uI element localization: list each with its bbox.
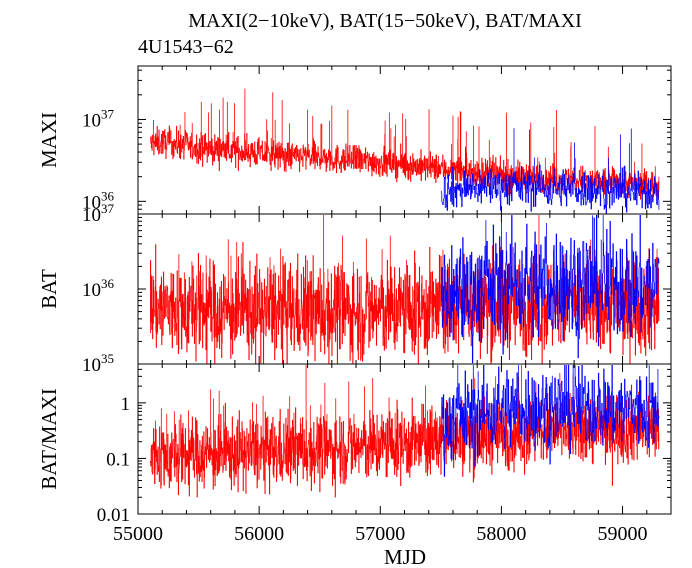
series-blue-bat bbox=[440, 215, 660, 364]
plot-layer: 10361037MAXI103510361037BAT0.010.11BAT/M… bbox=[37, 65, 672, 568]
y-tick-label: 1036 bbox=[82, 276, 115, 301]
y-axis-label: BAT bbox=[37, 269, 61, 309]
chart-subtitle: 4U1543−62 bbox=[138, 36, 234, 58]
y-axis-label: MAXI bbox=[37, 112, 61, 168]
y-tick-label: 1037 bbox=[82, 106, 115, 131]
series-blue-maxi bbox=[440, 128, 660, 214]
panel-maxi: 1036 1037 MAXI bbox=[37, 65, 672, 215]
y-tick-label: 1035 bbox=[82, 351, 114, 376]
series-red-bat bbox=[150, 215, 660, 364]
panel-bat: 1035 1036 1037 BAT bbox=[37, 201, 672, 376]
y-tick-label: 1036 bbox=[82, 188, 115, 213]
series-red-bat-maxi bbox=[150, 365, 660, 498]
y-tick-label: 1037 bbox=[82, 201, 115, 226]
chart-title: MAXI(2−10keV), BAT(15−50keV), BAT/MAXI bbox=[188, 10, 582, 32]
